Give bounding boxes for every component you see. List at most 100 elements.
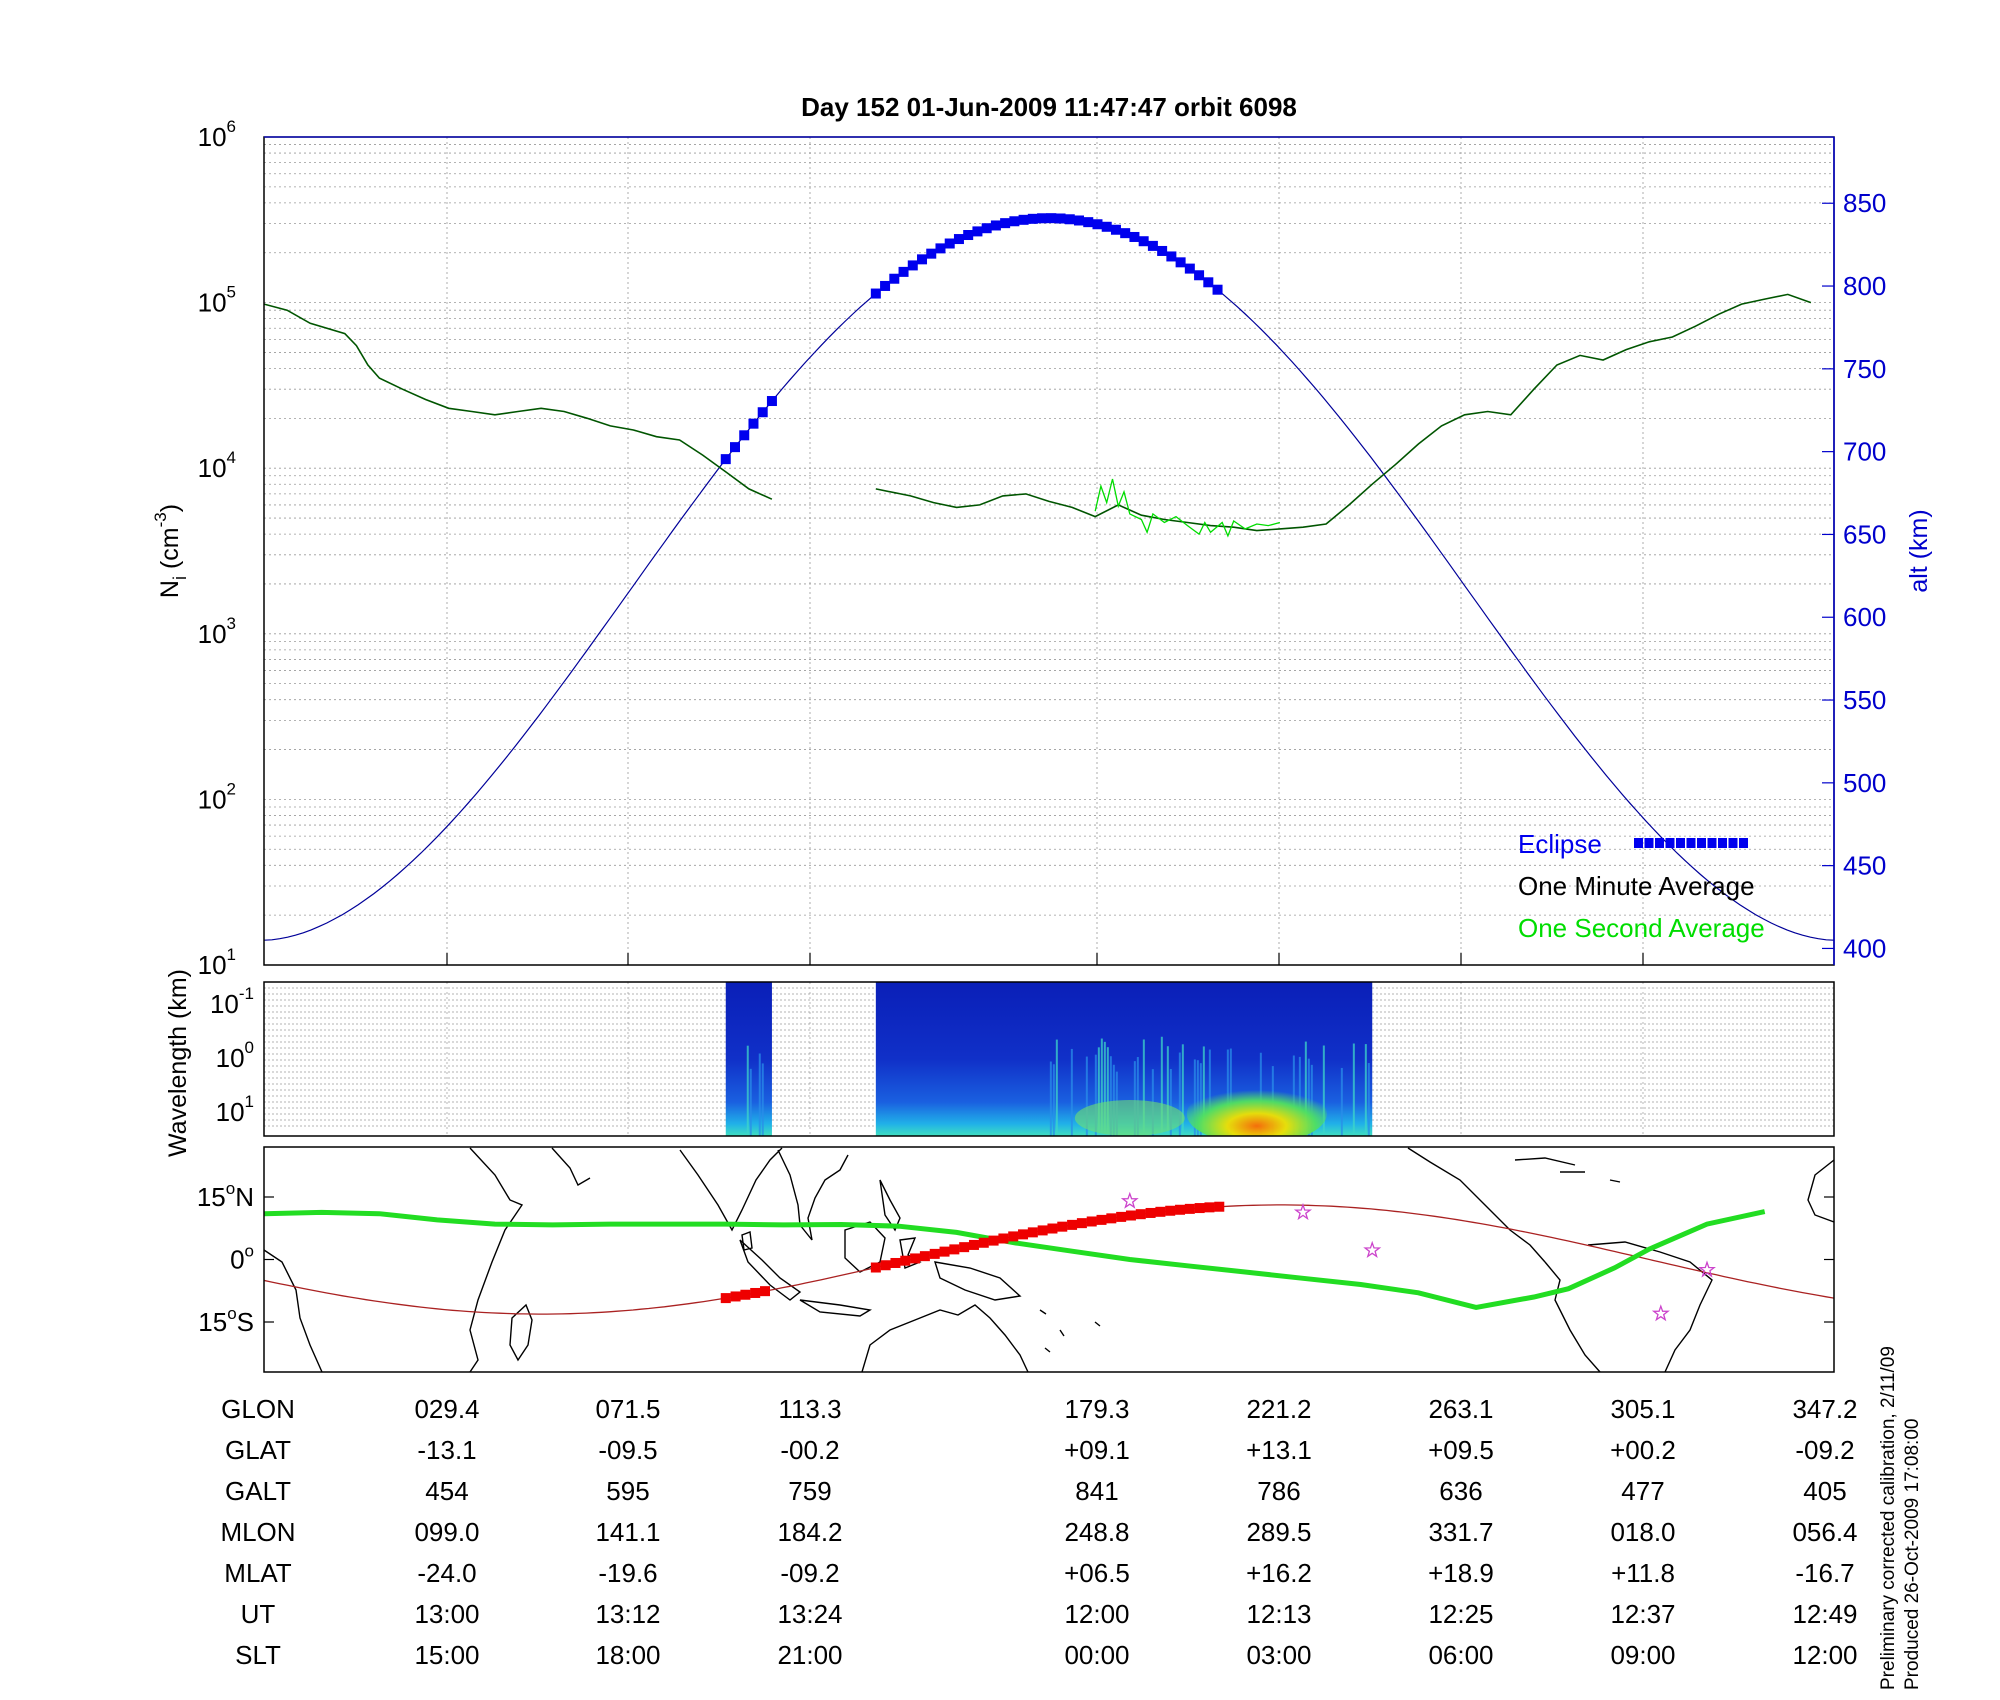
eclipse-marker <box>766 396 777 407</box>
spectrogram-streak <box>1178 1052 1181 1136</box>
coast-newguinea <box>933 1261 1022 1301</box>
tick-exponent: 3 <box>227 614 236 633</box>
table-cell: 759 <box>788 1476 831 1506</box>
coast-central-america <box>1407 1147 1546 1263</box>
alt-axis-label: alt (km) <box>1905 509 1933 592</box>
spectrogram-streak <box>1322 1045 1325 1136</box>
coast-islands <box>1039 1309 1101 1353</box>
coast-africa-horn <box>469 1147 524 1372</box>
eclipse-map-marker <box>910 1253 921 1264</box>
one-minute-average-line <box>875 293 1812 532</box>
table-cell: 305.1 <box>1610 1394 1675 1424</box>
spectrogram-streak <box>1181 1044 1184 1136</box>
density-axis-label: Ni (cm-3) <box>151 504 190 598</box>
eclipse-marker <box>963 230 974 241</box>
eclipse-marker <box>990 220 1001 231</box>
eclipse-map-marker <box>900 1255 911 1266</box>
table-cell: 00:00 <box>1064 1640 1129 1670</box>
eclipse-map-marker <box>750 1287 761 1298</box>
eclipse-marker <box>730 442 740 453</box>
density-tick-label: 106 <box>198 117 236 152</box>
spectrogram-streak <box>1097 1047 1100 1136</box>
eclipse-marker <box>898 266 909 277</box>
eclipse-map-marker <box>959 1242 970 1253</box>
eclipse-marker <box>720 454 731 465</box>
eclipse-map-marker <box>1204 1202 1215 1213</box>
eclipse-map-marker <box>1155 1206 1166 1217</box>
tick-base: 10 <box>198 950 227 980</box>
eclipse-marker <box>1055 213 1066 224</box>
table-cell: 12:25 <box>1428 1599 1493 1629</box>
eclipse-map-marker <box>919 1251 930 1262</box>
legend-eclipse-label: Eclipse <box>1518 829 1602 859</box>
tick-base: 10 <box>198 453 227 483</box>
eclipse-map-marker <box>1076 1218 1087 1229</box>
eclipse-marker <box>1046 213 1057 224</box>
one-second-average-line <box>1094 478 1281 538</box>
eclipse-marker <box>1037 213 1048 224</box>
table-cell: 141.1 <box>595 1517 660 1547</box>
eclipse-marker <box>926 248 937 259</box>
spectrogram-streak <box>1193 1059 1196 1136</box>
table-cell: 179.3 <box>1064 1394 1129 1424</box>
legend-eclipse-marker <box>1634 838 1643 848</box>
table-cell: 289.5 <box>1246 1517 1311 1547</box>
spectrogram-streak <box>1133 1061 1136 1136</box>
eclipse-map-marker <box>1047 1223 1058 1234</box>
eclipse-marker <box>1074 215 1085 226</box>
legend-eclipse-marker <box>1739 838 1748 848</box>
alt-tick-label: 600 <box>1843 602 1886 632</box>
tick-base: 10 <box>198 122 227 152</box>
alt-tick-label: 550 <box>1843 685 1886 715</box>
table-cell: +11.8 <box>1611 1558 1675 1588</box>
coast-borneo <box>844 1221 886 1273</box>
lat-number: 15 <box>197 1182 226 1212</box>
table-cell: +13.1 <box>1246 1435 1312 1465</box>
table-cell: -16.7 <box>1795 1558 1854 1588</box>
table-cell: +00.2 <box>1610 1435 1676 1465</box>
table-cell: +09.1 <box>1064 1435 1130 1465</box>
table-row-label: MLAT <box>224 1558 292 1588</box>
eclipse-map-marker <box>740 1289 751 1300</box>
eclipse-map-marker <box>968 1239 979 1250</box>
table-cell: 13:24 <box>777 1599 842 1629</box>
table-cell: 12:37 <box>1610 1599 1675 1629</box>
eclipse-marker <box>1092 219 1103 230</box>
table-cell: +06.5 <box>1064 1558 1130 1588</box>
orbit-parameter-table: GLON GLAT GALT MLON MLAT UT SLT 029.4 -13.1 454 09… <box>220 1394 1857 1670</box>
spectrogram-streak <box>1340 1067 1343 1136</box>
density-tick-label: 105 <box>198 283 236 318</box>
table-cell: 13:12 <box>595 1599 660 1629</box>
eclipse-marker <box>1157 245 1168 256</box>
table-cell: 12:00 <box>1064 1599 1129 1629</box>
tick-exponent: 4 <box>227 448 236 467</box>
footnote-calibration: Preliminary corrected calibration, 2/11/… <box>1878 1346 1899 1690</box>
legend-eclipse-marker <box>1718 838 1727 848</box>
eclipse-marker <box>1184 263 1195 274</box>
coast-caribbean <box>1514 1157 1621 1183</box>
eclipse-map-marker <box>1057 1221 1068 1232</box>
spectrogram-streak <box>1136 1057 1139 1136</box>
table-cell: -09.2 <box>780 1558 839 1588</box>
coastlines <box>264 1147 1834 1372</box>
eclipse-map-marker <box>1165 1205 1176 1216</box>
eclipse-marker <box>1064 214 1075 225</box>
eclipse-map-marker <box>760 1286 771 1297</box>
table-cell: 15:00 <box>414 1640 479 1670</box>
legend-eclipse-swatch <box>1634 838 1748 848</box>
eclipse-map-marker <box>720 1293 731 1304</box>
eclipse-marker <box>981 223 992 234</box>
eclipse-marker <box>1027 213 1038 224</box>
eclipse-marker <box>1110 224 1121 235</box>
table-cell: 03:00 <box>1246 1640 1311 1670</box>
legend-eclipse-marker <box>1644 838 1654 848</box>
eclipse-marker <box>917 254 928 265</box>
spectrogram-streak <box>1055 1039 1058 1136</box>
eclipse-marker <box>739 430 750 441</box>
eclipse-marker <box>1120 228 1131 239</box>
eclipse-map-marker <box>1037 1225 1048 1236</box>
eclipse-marker <box>1138 236 1149 247</box>
tick-exponent: -1 <box>239 984 254 1003</box>
